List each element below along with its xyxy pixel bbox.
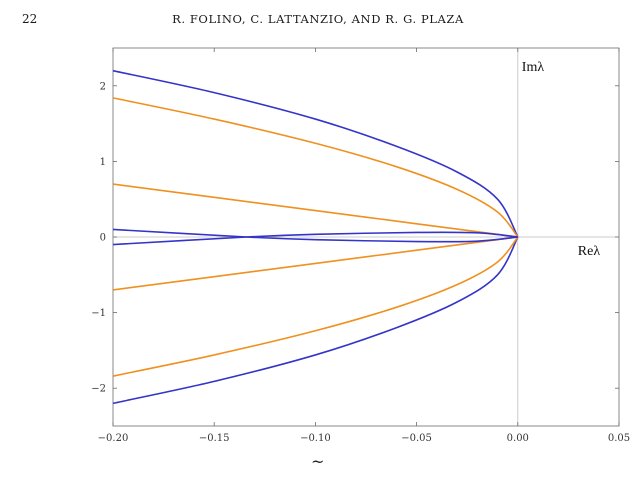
x-tick-label: −0.05	[401, 433, 432, 444]
page-number: 22	[22, 12, 38, 26]
y-tick-label: −1	[91, 308, 106, 319]
series-line	[112, 69, 519, 238]
y-tick-label: −2	[91, 384, 106, 395]
series-line	[112, 97, 519, 238]
running-head: R. FOLINO, C. LATTANZIO, AND R. G. PLAZA	[172, 12, 464, 26]
y-tick-label: 1	[100, 157, 106, 168]
x-tick-label: −0.15	[199, 433, 230, 444]
ticks: −0.20 −0.15 −0.10 −0.05 0.00 0.05 −2 −1 0 1 2	[91, 48, 630, 444]
caption-fragment: ~	[311, 452, 325, 471]
x-tick-label: −0.20	[98, 433, 129, 444]
x-tick-label: 0.05	[608, 433, 630, 444]
series-line	[112, 236, 519, 377]
series-group	[112, 69, 519, 405]
y-axis-label: Imλ	[522, 60, 545, 75]
series-line	[112, 236, 519, 405]
x-tick-label: −0.10	[300, 433, 331, 444]
x-axis-label: Reλ	[578, 244, 601, 259]
series-line	[112, 236, 518, 291]
y-tick-label: 0	[100, 233, 106, 244]
y-tick-label: 2	[100, 81, 106, 92]
series-line	[112, 228, 518, 243]
series-line	[112, 183, 518, 238]
series-line	[112, 231, 518, 246]
x-tick-label: 0.00	[507, 433, 529, 444]
